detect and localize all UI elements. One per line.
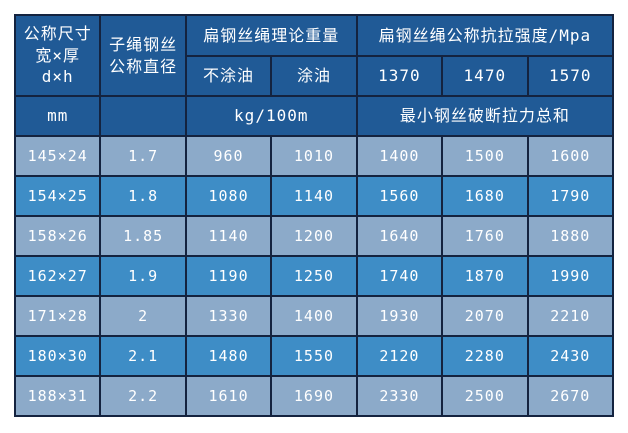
table-cell: 1640 [355, 215, 444, 257]
table-cell: 1250 [270, 255, 358, 297]
table-cell: 1600 [526, 135, 615, 177]
header-strength-group: 扁钢丝绳公称抗拉强度/Mpa [355, 14, 615, 57]
header-row-sub: 不涂油 涂油 1370 1470 1570 [15, 55, 615, 97]
table-cell: 1880 [526, 215, 615, 257]
header-uncoated: 不涂油 [184, 55, 273, 97]
table-cell: 1550 [270, 335, 358, 377]
table-cell: 2430 [526, 335, 615, 377]
header-row-groups: 公称尺寸宽×厚d×h 子绳钢丝公称直径 扁钢丝绳理论重量 扁钢丝绳公称抗拉强度/… [13, 14, 615, 97]
spec-table: 公称尺寸宽×厚d×h 子绳钢丝公称直径 扁钢丝绳理论重量 扁钢丝绳公称抗拉强度/… [13, 14, 615, 417]
header-grade-1570: 1570 [526, 55, 615, 97]
table-cell: 1330 [184, 295, 273, 337]
table-cell: 2.1 [99, 335, 187, 377]
table-cell: 1690 [270, 375, 358, 417]
table-cell: 162×27 [13, 255, 102, 297]
table-cell: 145×24 [13, 135, 102, 177]
table-row: 180×30 2.1 1480 1550 2120 2280 2430 [13, 335, 615, 377]
header-weight-group: 扁钢丝绳理论重量 [184, 14, 358, 57]
table-row: 162×27 1.9 1190 1250 1740 1870 1990 [13, 255, 615, 297]
table-cell: 1.85 [99, 215, 187, 257]
table-cell: 1480 [184, 335, 273, 377]
table-row: 188×31 2.2 1610 1690 2330 2500 2670 [13, 375, 615, 417]
table-cell: 1680 [441, 175, 529, 217]
table-cell: 1870 [441, 255, 529, 297]
table-cell: 1080 [184, 175, 273, 217]
table-row: 158×26 1.85 1140 1200 1640 1760 1880 [13, 215, 615, 257]
table-cell: 180×30 [13, 335, 102, 377]
header-breaking-sum: 最小钢丝破断拉力总和 [355, 95, 615, 137]
header-coated: 涂油 [270, 55, 358, 97]
table-cell: 2.2 [99, 375, 187, 417]
header-diameter: 子绳钢丝公称直径 [99, 14, 187, 97]
table-cell: 2070 [441, 295, 529, 337]
table-cell: 1190 [184, 255, 273, 297]
table-cell: 1400 [355, 135, 444, 177]
table-cell: 188×31 [13, 375, 102, 417]
table-cell: 1200 [270, 215, 358, 257]
table-cell: 2210 [526, 295, 615, 337]
table-row: 145×24 1.7 960 1010 1400 1500 1600 [13, 135, 615, 177]
header-empty-cell [99, 95, 187, 137]
header-unit-mm: mm [13, 95, 102, 137]
table-cell: 1140 [270, 175, 358, 217]
table-cell: 2500 [441, 375, 529, 417]
table-cell: 1760 [441, 215, 529, 257]
header-unit-kg: kg/100m [184, 95, 358, 137]
table-cell: 171×28 [13, 295, 102, 337]
table-cell: 1930 [355, 295, 444, 337]
table-cell: 2670 [526, 375, 615, 417]
table-cell: 1500 [441, 135, 529, 177]
table-cell: 1790 [526, 175, 615, 217]
table-row: 154×25 1.8 1080 1140 1560 1680 1790 [13, 175, 615, 217]
table-cell: 158×26 [13, 215, 102, 257]
table-cell: 154×25 [13, 175, 102, 217]
table-cell: 2120 [355, 335, 444, 377]
table-cell: 1990 [526, 255, 615, 297]
table-body: 145×24 1.7 960 1010 1400 1500 1600 154×25 1.8 108… [13, 135, 615, 417]
table-cell: 1.9 [99, 255, 187, 297]
table-cell: 1740 [355, 255, 444, 297]
header-row-units: mm kg/100m 最小钢丝破断拉力总和 [13, 95, 615, 137]
table-cell: 2280 [441, 335, 529, 377]
table-cell: 2330 [355, 375, 444, 417]
table-cell: 1140 [184, 215, 273, 257]
header-grade-1370: 1370 [355, 55, 444, 97]
header-size: 公称尺寸宽×厚d×h [13, 14, 102, 97]
table-cell: 1400 [270, 295, 358, 337]
table-row: 171×28 2 1330 1400 1930 2070 2210 [13, 295, 615, 337]
table-cell: 960 [184, 135, 273, 177]
table-header: 公称尺寸宽×厚d×h 子绳钢丝公称直径 扁钢丝绳理论重量 扁钢丝绳公称抗拉强度/… [13, 14, 615, 137]
table-cell: 1.8 [99, 175, 187, 217]
table-cell: 1010 [270, 135, 358, 177]
table-cell: 2 [99, 295, 187, 337]
table-cell: 1.7 [99, 135, 187, 177]
table-cell: 1560 [355, 175, 444, 217]
header-grade-1470: 1470 [441, 55, 529, 97]
table-cell: 1610 [184, 375, 273, 417]
